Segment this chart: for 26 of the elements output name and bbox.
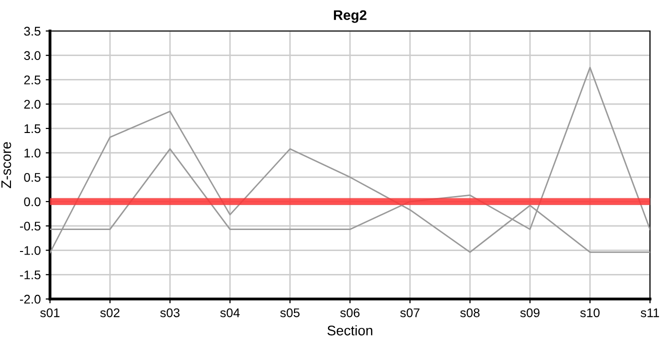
y-axis-title: Z-score bbox=[1, 142, 12, 188]
x-tick-label: s09 bbox=[520, 308, 540, 318]
y-tick-label: 0.0 bbox=[24, 197, 40, 206]
x-tick-label: s05 bbox=[280, 308, 300, 318]
y-tick-label: -1.0 bbox=[20, 246, 40, 255]
y-tick-label: 1.0 bbox=[24, 148, 40, 158]
y-tick-label: 0.5 bbox=[24, 172, 40, 182]
y-tick-label: -0.5 bbox=[20, 222, 40, 231]
y-tick-label: 3.0 bbox=[24, 51, 40, 60]
chart-title: Reg2 bbox=[334, 10, 366, 23]
x-tick-label: s01 bbox=[40, 308, 60, 318]
x-tick-label: s07 bbox=[400, 308, 420, 318]
y-tick-label: -2.0 bbox=[20, 294, 40, 304]
x-tick-label: s11 bbox=[640, 308, 660, 318]
x-tick-label: s10 bbox=[580, 308, 600, 318]
y-tick-label: 2.0 bbox=[24, 100, 40, 109]
y-tick-label: 1.5 bbox=[24, 124, 40, 134]
x-tick-label: s02 bbox=[100, 308, 120, 318]
x-tick-label: s08 bbox=[460, 308, 480, 318]
x-axis-title: Section bbox=[327, 325, 372, 336]
x-tick-label: s04 bbox=[220, 308, 240, 318]
x-tick-label: s06 bbox=[340, 308, 360, 318]
x-tick-label: s03 bbox=[160, 308, 180, 318]
y-tick-label: 3.5 bbox=[24, 26, 40, 36]
y-tick-label: -1.5 bbox=[20, 270, 40, 280]
y-tick-label: 2.5 bbox=[24, 76, 40, 84]
